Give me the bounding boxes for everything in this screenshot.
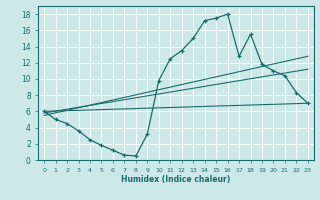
X-axis label: Humidex (Indice chaleur): Humidex (Indice chaleur) (121, 175, 231, 184)
